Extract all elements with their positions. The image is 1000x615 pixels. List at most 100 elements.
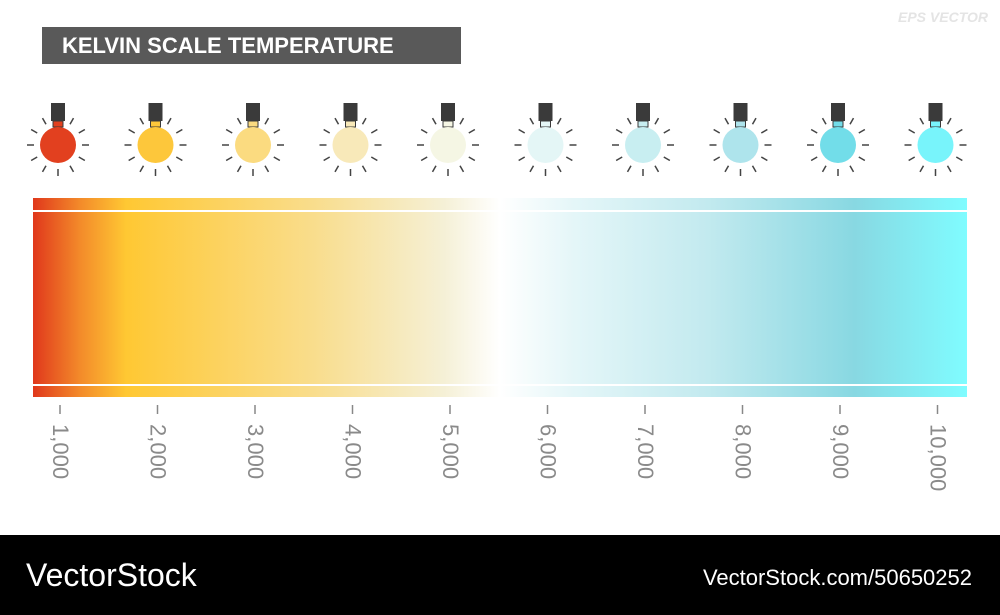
bulb-ray <box>615 156 623 162</box>
bulb-ray <box>908 156 916 162</box>
bulb <box>612 103 674 176</box>
bulb-ray <box>128 128 136 134</box>
bulb-ray <box>166 165 172 173</box>
bulb-ray <box>273 128 281 134</box>
title: KELVIN SCALE TEMPERATURE <box>62 33 394 58</box>
bulb-ray <box>724 117 730 125</box>
bulb-neck <box>442 120 454 128</box>
bulb-ray <box>955 128 963 134</box>
bulb-ray <box>370 128 378 134</box>
bulb-ray <box>810 156 818 162</box>
bulb-ray <box>955 156 963 162</box>
bulb-glass <box>820 127 856 163</box>
bulb-ray <box>431 117 437 125</box>
bulb-ray <box>166 117 172 125</box>
bulb-ray <box>858 128 866 134</box>
bulb-glass <box>430 127 466 163</box>
bulb-ray <box>431 165 437 173</box>
bulb-socket <box>441 103 455 121</box>
bulb-ray <box>919 165 925 173</box>
scale-label: 10,000 <box>926 424 951 491</box>
bulb-glass <box>917 127 954 163</box>
bulb-ray <box>946 117 952 125</box>
bulb-ray <box>236 117 242 125</box>
bulb-ray <box>128 156 136 162</box>
bulb-socket <box>733 103 748 121</box>
bulb-ray <box>849 165 855 173</box>
bulb-ray <box>529 117 535 125</box>
bulb-ray <box>626 165 632 173</box>
bulb-ray <box>30 128 38 134</box>
bulb-socket <box>343 103 358 121</box>
bulb-ray <box>556 117 562 125</box>
bulb <box>709 103 772 176</box>
bulb-ray <box>556 165 562 173</box>
bulb-ray <box>565 156 573 162</box>
footer-brand: VectorStock <box>26 557 198 593</box>
bulb-ray <box>751 165 757 173</box>
bulb-ray <box>518 156 526 162</box>
bulb-ray <box>459 117 465 125</box>
bulb-ray <box>810 128 818 134</box>
bulb-ray <box>821 117 827 125</box>
bulb-ray <box>69 117 75 125</box>
bulb-glass <box>40 127 76 163</box>
bulb-ray <box>225 128 233 134</box>
bulb-ray <box>370 156 378 162</box>
bulb-neck <box>52 120 64 128</box>
scale-label: 5,000 <box>438 424 463 479</box>
bulb-ray <box>78 156 86 162</box>
bulb-glass <box>332 127 369 163</box>
bulb-ray <box>518 128 526 134</box>
bulb-ray <box>175 128 183 134</box>
bulb-neck <box>345 120 356 128</box>
bulb-socket <box>51 103 65 121</box>
bulb-neck <box>247 120 259 128</box>
bulb-ray <box>713 156 721 162</box>
bulb-ray <box>361 165 367 173</box>
watermark: EPS VECTOR <box>898 9 989 25</box>
bulb-socket <box>928 103 943 121</box>
bulb-ray <box>264 117 270 125</box>
bulb <box>807 103 869 176</box>
bulb-ray <box>615 128 623 134</box>
bulb-ray <box>225 156 233 162</box>
bulb-glass <box>137 127 174 163</box>
scale-label: 4,000 <box>341 424 366 479</box>
bulb-ray <box>236 165 242 173</box>
bulb-ray <box>273 156 281 162</box>
bulb-ray <box>41 165 47 173</box>
bulb-socket <box>831 103 845 121</box>
bulb-socket <box>246 103 260 121</box>
scale-label: 3,000 <box>243 424 268 479</box>
bulb-glass <box>625 127 661 163</box>
bulb-neck <box>832 120 844 128</box>
bulb-ray <box>760 128 768 134</box>
bulb-ray <box>858 156 866 162</box>
bulb-glass <box>235 127 271 163</box>
bulb-ray <box>751 117 757 125</box>
footer-url: VectorStock.com/50650252 <box>703 565 972 590</box>
bulb-socket <box>148 103 163 121</box>
bulb <box>319 103 382 176</box>
bulb-ray <box>334 165 340 173</box>
bulb-ray <box>139 117 145 125</box>
bulb-ray <box>663 128 671 134</box>
bulb <box>904 103 967 176</box>
bulb <box>222 103 284 176</box>
bulb-neck <box>150 120 161 128</box>
bulb-ray <box>821 165 827 173</box>
bulb-ray <box>663 156 671 162</box>
scale-label: 8,000 <box>731 424 756 479</box>
bulb-ray <box>565 128 573 134</box>
bulb-ray <box>420 156 428 162</box>
bulb-ray <box>919 117 925 125</box>
bulb-socket <box>636 103 650 121</box>
bulb-ray <box>654 165 660 173</box>
bulb-ray <box>529 165 535 173</box>
bulb-socket <box>538 103 553 121</box>
footer-band <box>0 535 1000 615</box>
bulb-ray <box>724 165 730 173</box>
bulb-ray <box>139 165 145 173</box>
